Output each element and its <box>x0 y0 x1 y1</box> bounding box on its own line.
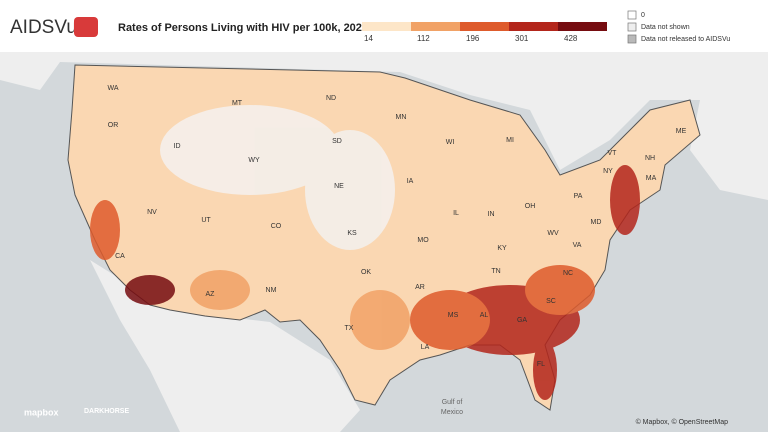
state-label: AL <box>480 312 489 319</box>
legend-swatch <box>509 22 558 31</box>
legend-swatch <box>362 22 411 31</box>
state-label: MN <box>396 114 407 121</box>
state-label: MO <box>417 237 429 244</box>
darkhorse-logo[interactable]: DARKHORSE <box>84 408 129 415</box>
legend-label: 196 <box>466 34 480 43</box>
state-label: PA <box>574 193 583 200</box>
state-label: SC <box>546 298 556 305</box>
state-label: OK <box>361 269 371 276</box>
state-label: NY <box>603 168 613 175</box>
state-label: OH <box>525 203 536 210</box>
state-label: WV <box>547 230 559 237</box>
state-label: KS <box>347 230 357 237</box>
state-label: UT <box>201 217 211 224</box>
state-label: FL <box>537 361 545 368</box>
state-label: VT <box>608 150 618 157</box>
state-label: NH <box>645 155 655 162</box>
state-label: IA <box>407 178 414 185</box>
state-label: MD <box>591 219 602 226</box>
state-label: IN <box>488 211 495 218</box>
state-label: MI <box>506 137 514 144</box>
legend-swatch <box>411 22 460 31</box>
state-label: ND <box>326 95 336 102</box>
legend-key-swatch <box>627 34 637 44</box>
canada <box>0 52 768 200</box>
state-label: GA <box>517 317 527 324</box>
legend-swatch <box>558 22 607 31</box>
legend-key-label: Data not released to AIDSVu <box>641 36 730 43</box>
state-label: ID <box>174 143 181 150</box>
state-label: LA <box>421 344 430 351</box>
state-label: MA <box>646 175 657 182</box>
legend-key-swatch <box>627 10 637 20</box>
state-label: CA <box>115 253 125 260</box>
legend-key-label: 0 <box>641 12 645 19</box>
state-label: NM <box>266 287 277 294</box>
legend-swatch <box>460 22 509 31</box>
mapbox-logo[interactable]: mapbox <box>24 407 59 417</box>
state-label: OR <box>108 122 119 129</box>
state-label: NE <box>334 183 344 190</box>
water-label: Mexico <box>441 409 463 416</box>
state-label: CO <box>271 223 282 230</box>
state-label: TX <box>345 325 354 332</box>
state-label: KY <box>497 245 507 252</box>
legend-key-swatch <box>627 22 637 32</box>
legend-label: 428 <box>564 34 578 43</box>
legend-key-label: Data not shown <box>641 24 690 31</box>
state-label: MT <box>232 100 243 107</box>
state-label: WI <box>446 139 455 146</box>
state-label: NC <box>563 270 573 277</box>
state-label: ME <box>676 128 687 135</box>
state-label: WY <box>248 157 260 164</box>
rate-blobs <box>90 105 640 400</box>
state-label: NV <box>147 209 157 216</box>
attribution: © Mapbox, © OpenStreetMap <box>636 418 729 426</box>
logo-icon <box>74 17 98 37</box>
state-label: TN <box>491 268 500 275</box>
title: Rates of Persons Living with HIV per 100… <box>118 22 368 34</box>
legend-label: 14 <box>364 34 373 43</box>
water-label: Gulf of <box>442 399 463 406</box>
legend-label: 301 <box>515 34 529 43</box>
state-label: IL <box>453 210 459 217</box>
state-label: VA <box>573 242 582 249</box>
state-label: MS <box>448 312 459 319</box>
state-label: WA <box>107 85 118 92</box>
state-label: AR <box>415 284 425 291</box>
state-label: AZ <box>206 291 216 298</box>
logo[interactable]: AIDSVu <box>10 17 77 38</box>
state-label: SD <box>332 138 342 145</box>
legend-label: 112 <box>417 34 430 43</box>
